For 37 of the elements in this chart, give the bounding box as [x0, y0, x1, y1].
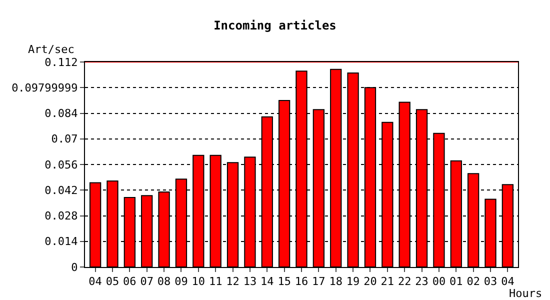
x-tick-label: 18	[329, 275, 342, 288]
x-tick-label: 04	[88, 275, 102, 288]
y-tick-label: 0.056	[44, 158, 78, 172]
x-tick-label: 05	[106, 275, 120, 288]
y-tick-label: 0	[71, 260, 78, 274]
x-tick-label: 10	[192, 275, 206, 288]
x-tick-label: 16	[294, 275, 308, 288]
x-tick-label: 00	[432, 275, 446, 288]
x-tick-label: 08	[157, 275, 171, 288]
chart-title: Incoming articles	[214, 18, 336, 32]
x-tick-label: 01	[450, 275, 463, 288]
x-tick-label: 09	[174, 275, 188, 288]
x-axis-title: Hours	[509, 287, 542, 300]
x-tick-label: 15	[278, 275, 291, 288]
y-tick-label: 0.028	[44, 210, 78, 223]
y-axis-title: Art/sec	[28, 43, 74, 56]
x-tick-label: 06	[123, 275, 136, 288]
x-tick-label: 02	[466, 275, 480, 288]
y-tick-label: 0.112	[44, 56, 78, 69]
x-tick-label: 21	[380, 275, 394, 288]
x-tick-label: 03	[484, 275, 498, 288]
x-tick-label: 22	[398, 275, 412, 288]
x-tick-label: 13	[243, 275, 257, 288]
x-tick-label: 11	[208, 275, 222, 288]
x-tick-label: 07	[140, 275, 154, 288]
x-tick-label: 23	[415, 275, 428, 288]
x-tick-label: 12	[226, 275, 240, 288]
y-tick-label: 0.09799999	[12, 81, 78, 94]
y-tick-label: 0.042	[44, 184, 78, 197]
y-tick-label: 0.014	[44, 235, 78, 248]
x-tick-label: 20	[364, 275, 377, 288]
y-tick-label: 0.084	[44, 107, 78, 120]
x-tick-label: 19	[346, 275, 360, 288]
x-tick-label: 17	[312, 275, 326, 288]
x-tick-label: 04	[501, 275, 515, 288]
x-tick-label: 14	[260, 275, 274, 288]
y-tick-label: 0.07	[51, 132, 78, 146]
